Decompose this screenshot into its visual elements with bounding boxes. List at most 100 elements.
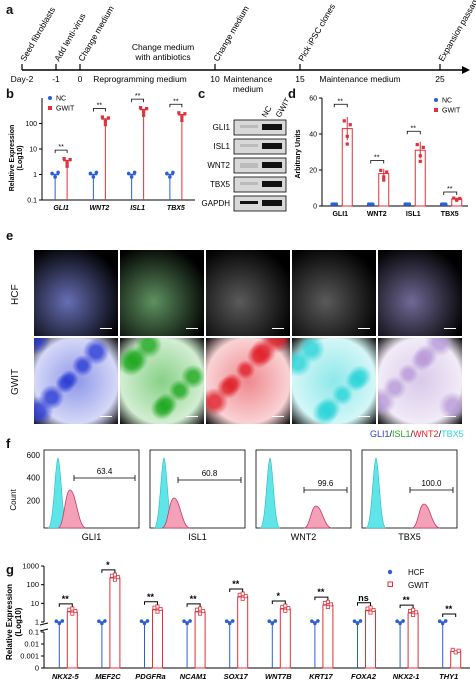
chart-d-xtick: WNT2 bbox=[367, 211, 387, 218]
chart-g-point-hcf bbox=[355, 621, 360, 626]
chart-d-legend-gwit-marker bbox=[434, 108, 438, 112]
chart-g-sig-bracket bbox=[101, 569, 116, 573]
chart-g-sig: ** bbox=[317, 587, 325, 597]
chart-b-ylabel-2: (Log10) bbox=[17, 145, 24, 170]
chart-g-xtick: WNT7B bbox=[265, 672, 292, 681]
chart-b-point-nc bbox=[50, 171, 54, 176]
flow-gate bbox=[73, 475, 136, 481]
chart-d-ytick: 40 bbox=[309, 132, 317, 139]
chart-g-point-hcf bbox=[358, 619, 363, 623]
chart-d-sig-bracket bbox=[443, 191, 458, 195]
chart-g-point-hcf bbox=[139, 619, 144, 624]
chart-d-ylabel: Arbitrary Units bbox=[295, 129, 302, 178]
chart-d-point-gwit bbox=[458, 196, 462, 201]
flow-marker-label: TBX5 bbox=[398, 532, 421, 542]
blot-band-gwit bbox=[262, 200, 282, 206]
chart-g-point-hcf bbox=[103, 619, 107, 623]
panel-label-b: b bbox=[6, 86, 14, 101]
chart-b-point-gwit bbox=[65, 164, 69, 168]
chart-g-point-gwit bbox=[70, 611, 75, 616]
chart-b-point-nc bbox=[168, 175, 172, 179]
tl-event-label: Expansion passage bbox=[436, 0, 476, 63]
chart-b-point-gwit bbox=[62, 157, 66, 161]
chart-g-bar-gwit bbox=[407, 612, 419, 669]
chart-g-xtick: MEF2C bbox=[95, 672, 121, 681]
chart-g-point-gwit bbox=[243, 594, 248, 599]
chart-d-point-gwit bbox=[382, 175, 386, 179]
tl-day-label: 15 bbox=[295, 74, 305, 84]
chart-b-sig-bracket bbox=[54, 149, 68, 154]
chart-b-point-nc bbox=[56, 170, 60, 175]
chart-d-point-gwit bbox=[418, 154, 422, 158]
chart-g-point-hcf bbox=[227, 621, 232, 626]
scale-bar bbox=[272, 416, 284, 417]
flow-ylabel: Count bbox=[9, 489, 18, 511]
chart-b-point-gwit bbox=[100, 115, 104, 119]
flow-percent: 99.6 bbox=[318, 479, 334, 488]
scale-bar bbox=[444, 416, 456, 417]
chart-g-sig-bracket bbox=[58, 603, 73, 607]
chart-g-point-gwit bbox=[325, 599, 330, 604]
tl-day-label: 25 bbox=[435, 74, 445, 84]
tl-event-label: Change medium bbox=[211, 4, 251, 63]
chart-b-sig-bracket bbox=[131, 98, 145, 103]
chart-g-sig: * bbox=[106, 560, 110, 570]
panel-label-f: f bbox=[6, 436, 11, 451]
flow-marker-label: GLI1 bbox=[82, 532, 102, 542]
scale-bar bbox=[358, 416, 370, 417]
chart-g-sig: ** bbox=[232, 579, 240, 589]
legend-sep-3: / bbox=[438, 429, 442, 439]
micro-cell-r1-c3 bbox=[292, 338, 376, 424]
chart-d-point-gwit bbox=[418, 159, 422, 163]
chart-d-point-gwit bbox=[348, 123, 352, 127]
flow-peak-sample bbox=[303, 505, 333, 529]
chart-d-ytick: 20 bbox=[309, 168, 317, 175]
chart-g-legend-gwit: GWIT bbox=[408, 581, 429, 590]
flow-ytick: 200 bbox=[27, 496, 41, 505]
chart-b-point-nc bbox=[129, 175, 134, 179]
chart-d-point-gwit bbox=[385, 170, 389, 174]
chart-d-legend-nc-marker bbox=[434, 98, 438, 102]
chart-g-point-hcf bbox=[97, 619, 101, 624]
chart-g-point-gwit bbox=[198, 606, 203, 611]
blot-row-label: ISL1 bbox=[214, 142, 231, 151]
blot-band-nc bbox=[240, 182, 258, 185]
blot-col-nc: NC bbox=[260, 104, 274, 119]
chart-g-point-gwit bbox=[368, 605, 373, 610]
chart-d-point-gwit bbox=[421, 145, 425, 150]
tl-event-label: Pick iPSC clones bbox=[296, 2, 337, 63]
micro-cell-r1-c4 bbox=[378, 338, 462, 424]
micro-cell-r0-c2 bbox=[206, 250, 290, 336]
chart-b-point-gwit bbox=[103, 123, 107, 127]
chart-g-point-hcf bbox=[437, 619, 442, 624]
chart-g-point-gwit bbox=[450, 647, 455, 652]
legend-sep-1: / bbox=[389, 429, 393, 439]
chart-g-ytick: 1 bbox=[35, 618, 39, 627]
legend-wnt2: WNT2 bbox=[413, 429, 439, 439]
flow-peak-control bbox=[259, 457, 281, 529]
chart-b-point-gwit bbox=[142, 110, 146, 114]
chart-g-point-gwit bbox=[112, 577, 117, 582]
chart-d-point-gwit bbox=[415, 143, 419, 147]
chart-g-point-hcf bbox=[54, 619, 59, 624]
chart-b-point-nc bbox=[94, 170, 99, 175]
chart-d-sig: ** bbox=[338, 98, 344, 105]
chart-b-sig-bracket bbox=[169, 103, 183, 108]
flow-marker-label: WNT2 bbox=[291, 532, 317, 542]
chart-g-point-gwit bbox=[240, 591, 245, 596]
chart-g-point-hcf bbox=[395, 619, 399, 624]
tl-day-label: 0 bbox=[78, 74, 83, 84]
chart-g-point-gwit bbox=[240, 596, 245, 601]
chart-d-point-gwit bbox=[379, 168, 383, 172]
scale-bar bbox=[186, 328, 198, 329]
chart-b-point-nc bbox=[88, 171, 93, 176]
blot-band-gwit bbox=[262, 124, 282, 130]
chart-d-point-nc bbox=[407, 202, 412, 206]
chart-d-ytick: 60 bbox=[309, 96, 317, 103]
chart-g-point-hcf bbox=[401, 619, 405, 623]
chart-g-bar-gwit bbox=[365, 610, 376, 669]
chart-b: Relative Expression (Log10) 100 10 1 0.1 **… bbox=[9, 93, 195, 212]
micro-cell-r0-c4 bbox=[378, 250, 462, 336]
